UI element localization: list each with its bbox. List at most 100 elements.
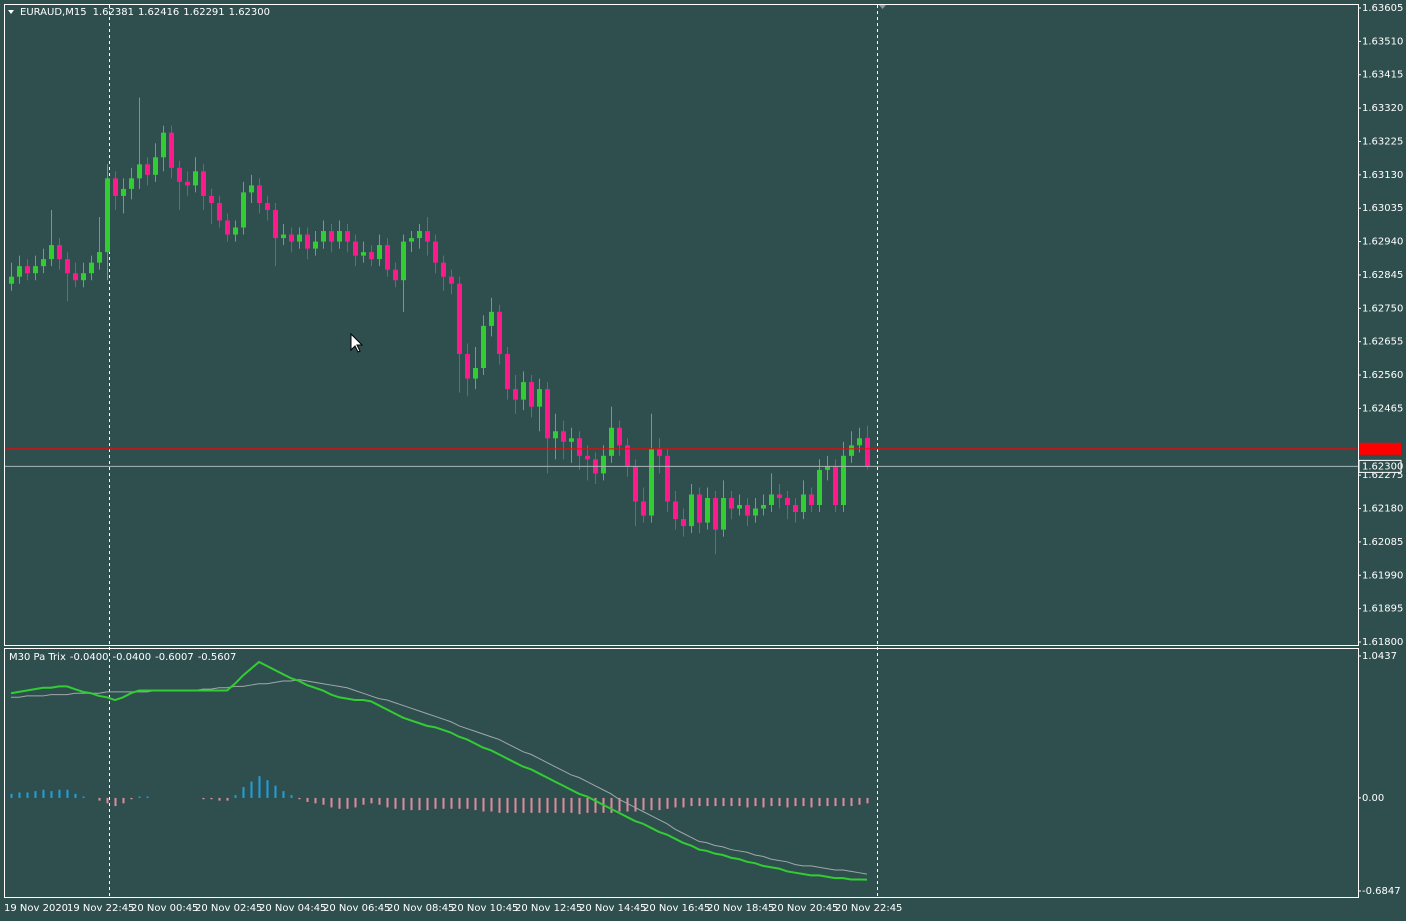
y-tick-label: 1.0437 [1362,651,1397,662]
candle-body [113,178,118,196]
marks: 1.63605 1.63510 1.63415 1.63320 1.63225 1.631… [4,3,1403,914]
candle-body [289,234,294,242]
price-header: EURAUD,M15 1.62381 1.62416 1.62291 1.62300 [20,7,270,18]
candle-body [273,209,278,239]
candle-body [265,202,270,210]
candle-body [561,431,566,442]
candle-body [769,494,774,506]
candle-body [793,505,798,513]
candle-body [513,389,518,400]
candle-body [569,438,574,442]
candle-body [449,276,454,284]
trix-line [10,660,868,881]
candle-body [713,497,718,530]
candle-body [601,455,606,474]
candle-body [401,241,406,281]
indicator-value: -0.6007 [155,652,194,663]
y-tick-label: 1.62560 [1362,370,1403,381]
candle-body [553,431,558,439]
symbol-menu[interactable] [8,10,14,14]
candle-body [825,466,830,470]
candle-body [817,469,822,506]
y-tick-label: 1.63225 [1362,136,1403,147]
candle-body [313,241,318,249]
candle-body [337,231,342,242]
candle-body [497,311,502,354]
candle-body [369,252,374,260]
candle-body [377,245,382,260]
y-tick-label: 1.63320 [1362,103,1403,114]
candle-body [297,234,302,242]
candle-body [225,220,230,235]
candle-body [249,185,254,193]
y-tick-label: 1.62085 [1362,537,1403,548]
candle-body [745,505,750,516]
ask-label [1359,442,1401,455]
high: 1.62416 [138,7,179,18]
candle-body [785,497,790,506]
y-tick-label: 1.62655 [1362,337,1403,348]
candle-body [577,438,582,456]
candle-body [665,455,670,502]
candle-body [865,437,870,467]
candle-body [201,171,206,196]
candle-body [81,273,86,281]
low: 1.62291 [183,7,224,18]
candle-body [281,234,286,239]
candle-body [649,448,654,516]
y-tick-label: 1.62180 [1362,504,1403,515]
candle-body [473,368,478,379]
candle-body [33,266,38,274]
candle-body [345,231,350,242]
candle-body [697,494,702,523]
candle-body [761,505,766,509]
close: 1.62300 [229,7,270,18]
indicator-value: -0.0400 [112,652,151,663]
candle-body [321,231,326,242]
x-tick-label: 20 Nov 06:45 [323,903,390,914]
candle-body [489,311,494,326]
x-tick-label: 20 Nov 12:45 [515,903,582,914]
candle-body [105,178,110,253]
x-tick-label: 20 Nov 14:45 [579,903,646,914]
candle-body [425,231,430,242]
candle-body [505,353,510,390]
candle-body [777,494,782,498]
y-tick-label: 1.61800 [1362,637,1403,648]
candle-body [705,497,710,523]
candle-body [169,132,174,168]
indicator-pane [4,648,1359,898]
candle-body [161,132,166,158]
candle-body [609,427,614,456]
indicator-value: -0.0400 [70,652,109,663]
candle-body [521,382,526,400]
x-tick-label: 19 Nov 22:45 [67,903,134,914]
indicator-header: M30 Pa Trix -0.0400 -0.0400 -0.6007 -0.5607 [9,652,236,663]
candle-body [625,445,630,467]
y-tick-label: -0.6847 [1362,886,1401,897]
indicator-name: M30 Pa Trix [9,652,66,663]
x-tick-label: 20 Nov 08:45 [387,903,454,914]
candle-body [849,445,854,456]
open: 1.62381 [93,7,134,18]
x-tick-label: 20 Nov 18:45 [707,903,774,914]
mouse-cursor [350,332,364,353]
bid-label-box [1358,459,1402,473]
y-tick-label: 1.62465 [1362,403,1403,414]
candle-body [145,164,150,175]
candle-body [305,234,310,249]
x-tick-label: 20 Nov 02:45 [195,903,262,914]
candle-body [97,252,102,263]
x-tick-label: 19 Nov 2020 [4,903,68,914]
candle-body [721,497,726,530]
candle-body [329,231,334,242]
y-tick-label: 1.62275 [1362,470,1403,481]
candle-body [833,466,838,506]
candle-body [41,259,46,267]
candle-body [393,269,398,281]
candle-body [9,276,14,284]
y-tick-label: 0.00 [1362,793,1384,804]
indicator-value: -0.5607 [198,652,237,663]
